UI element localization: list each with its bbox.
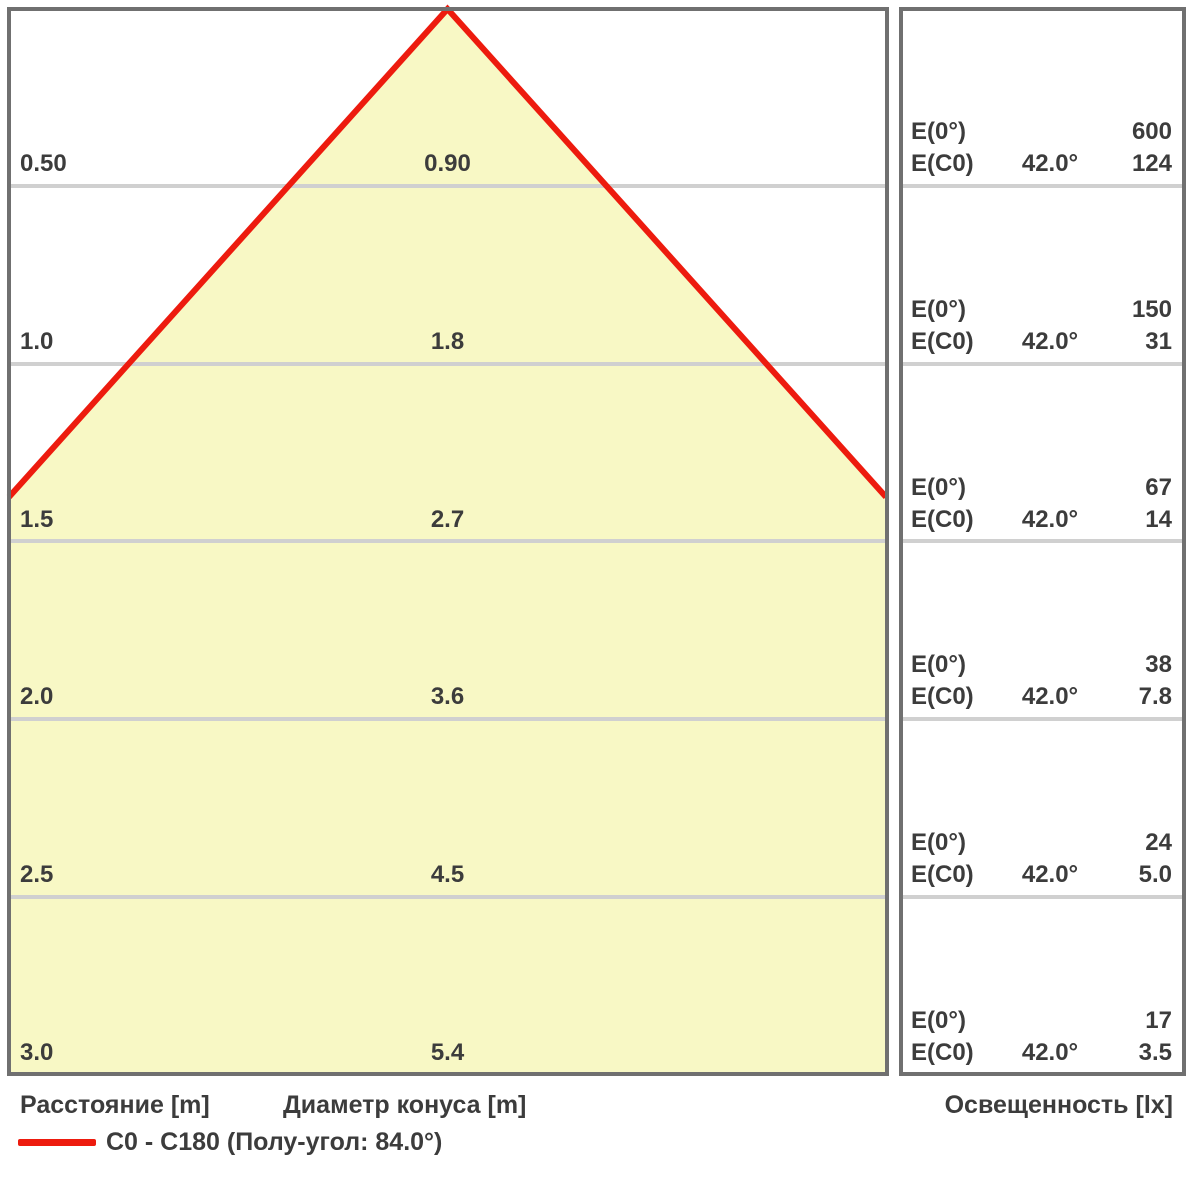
chart-gridlines [11, 184, 885, 899]
ec0-value: 3.5 [1138, 1039, 1172, 1066]
legend-red-line-swatch [18, 1139, 96, 1146]
distance-label: 3.0 [20, 1039, 54, 1066]
distance-label: 1.0 [20, 328, 54, 355]
e0-value: 150 [1131, 296, 1172, 323]
beam-angle-value: 42.0° [1021, 1039, 1079, 1066]
ec0-label: E(C0) [911, 506, 974, 533]
e0-value: 24 [1145, 829, 1172, 856]
e0-label: E(0°) [911, 474, 966, 501]
e0-value: 38 [1145, 651, 1172, 678]
e0-label: E(0°) [911, 1007, 966, 1034]
diameter-label: 5.4 [430, 1039, 465, 1066]
e0-label: E(0°) [911, 296, 966, 323]
diameter-label: 2.7 [430, 506, 465, 533]
ec0-value: 5.0 [1138, 861, 1172, 888]
ec0-label: E(C0) [911, 328, 974, 355]
beam-angle-value: 42.0° [1021, 328, 1079, 355]
chart-frame-overlay [7, 7, 889, 1076]
ec0-value: 124 [1131, 150, 1172, 177]
e0-value: 600 [1131, 118, 1172, 145]
e0-label: E(0°) [911, 651, 966, 678]
ec0-value: 31 [1145, 328, 1172, 355]
e0-value: 67 [1145, 474, 1172, 501]
e0-value: 17 [1145, 1007, 1172, 1034]
distance-label: 2.0 [20, 683, 54, 710]
ec0-label: E(C0) [911, 683, 974, 710]
diameter-label: 4.5 [430, 861, 465, 888]
distance-label: 1.5 [20, 506, 54, 533]
distance-label: 0.50 [20, 150, 67, 177]
beam-angle-value: 42.0° [1021, 150, 1079, 177]
illuminance-axis-caption: Освещенность [lx] [944, 1091, 1173, 1119]
distance-axis-caption: Расстояние [m] [20, 1091, 210, 1119]
e0-label: E(0°) [911, 118, 966, 145]
ec0-value: 14 [1145, 506, 1172, 533]
table-dividers [903, 184, 1182, 899]
diameter-label: 1.8 [430, 328, 465, 355]
ec0-label: E(C0) [911, 150, 974, 177]
beam-angle-value: 42.0° [1021, 861, 1079, 888]
ec0-label: E(C0) [911, 1039, 974, 1066]
diameter-label: 0.90 [424, 150, 471, 177]
beam-angle-value: 42.0° [1021, 506, 1079, 533]
distance-label: 2.5 [20, 861, 54, 888]
legend-label: C0 - C180 (Полу-угол: 84.0°) [106, 1128, 443, 1156]
ec0-label: E(C0) [911, 861, 974, 888]
e0-label: E(0°) [911, 829, 966, 856]
beam-angle-value: 42.0° [1021, 683, 1079, 710]
ec0-value: 7.8 [1138, 683, 1172, 710]
diameter-label: 3.6 [430, 683, 465, 710]
diameter-axis-caption: Диаметр конуса [m] [283, 1091, 527, 1119]
